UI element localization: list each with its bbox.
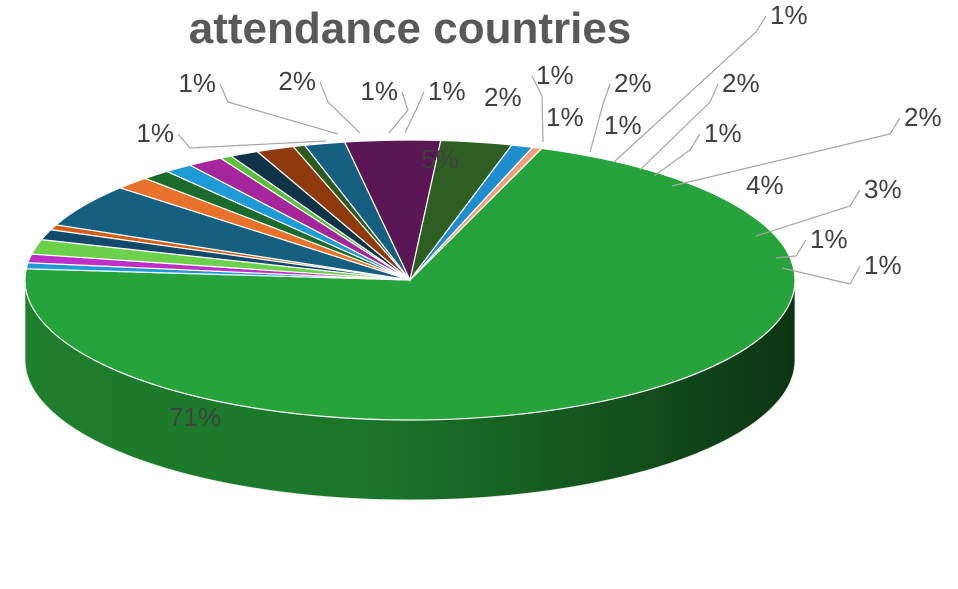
leader-line: [639, 83, 719, 171]
leader-line: [775, 239, 807, 259]
leader-line: [671, 117, 901, 187]
data-label: 5%: [421, 144, 459, 174]
data-label: 2%: [722, 68, 760, 98]
data-label: 1%: [428, 76, 466, 106]
pie-slice: [24, 147, 796, 421]
pie-top: [24, 139, 796, 421]
data-label: 2%: [904, 102, 942, 132]
data-label: 4%: [746, 170, 784, 200]
leader-line: [755, 189, 861, 237]
leader-line: [219, 83, 339, 135]
leader-line: [653, 133, 701, 177]
pie-labels: 71%1%1% 2% 1% 1%5%2%1%1%2%1%1%2%1%2%4% 3%1%1…: [136, 0, 941, 432]
data-label: 1%: [136, 118, 174, 148]
data-label: 1%: [604, 110, 642, 140]
data-label: 1%: [704, 118, 742, 148]
data-label: 2%: [614, 68, 652, 98]
data-label: 1%: [864, 250, 902, 280]
data-label: 1%: [546, 102, 584, 132]
leader-line: [531, 75, 544, 143]
data-label: 1%: [770, 0, 808, 30]
leader-line: [404, 91, 425, 134]
leader-line: [589, 83, 611, 153]
data-label: 2%: [484, 82, 522, 112]
data-label: 3%: [864, 174, 902, 204]
pie-slice: [409, 146, 543, 281]
data-label: 71%: [169, 402, 221, 432]
leader-line: [177, 133, 327, 149]
data-label: 1%: [810, 224, 848, 254]
leader-line: [319, 81, 361, 134]
data-label: 1%: [178, 68, 216, 98]
leader-line: [781, 265, 861, 285]
data-label: 1%: [536, 60, 574, 90]
data-label: 1%: [360, 76, 398, 106]
chart-title: attendance countries: [188, 4, 632, 53]
leader-line: [388, 91, 409, 134]
leader-line: [613, 15, 767, 163]
data-label: 2%: [278, 66, 316, 96]
